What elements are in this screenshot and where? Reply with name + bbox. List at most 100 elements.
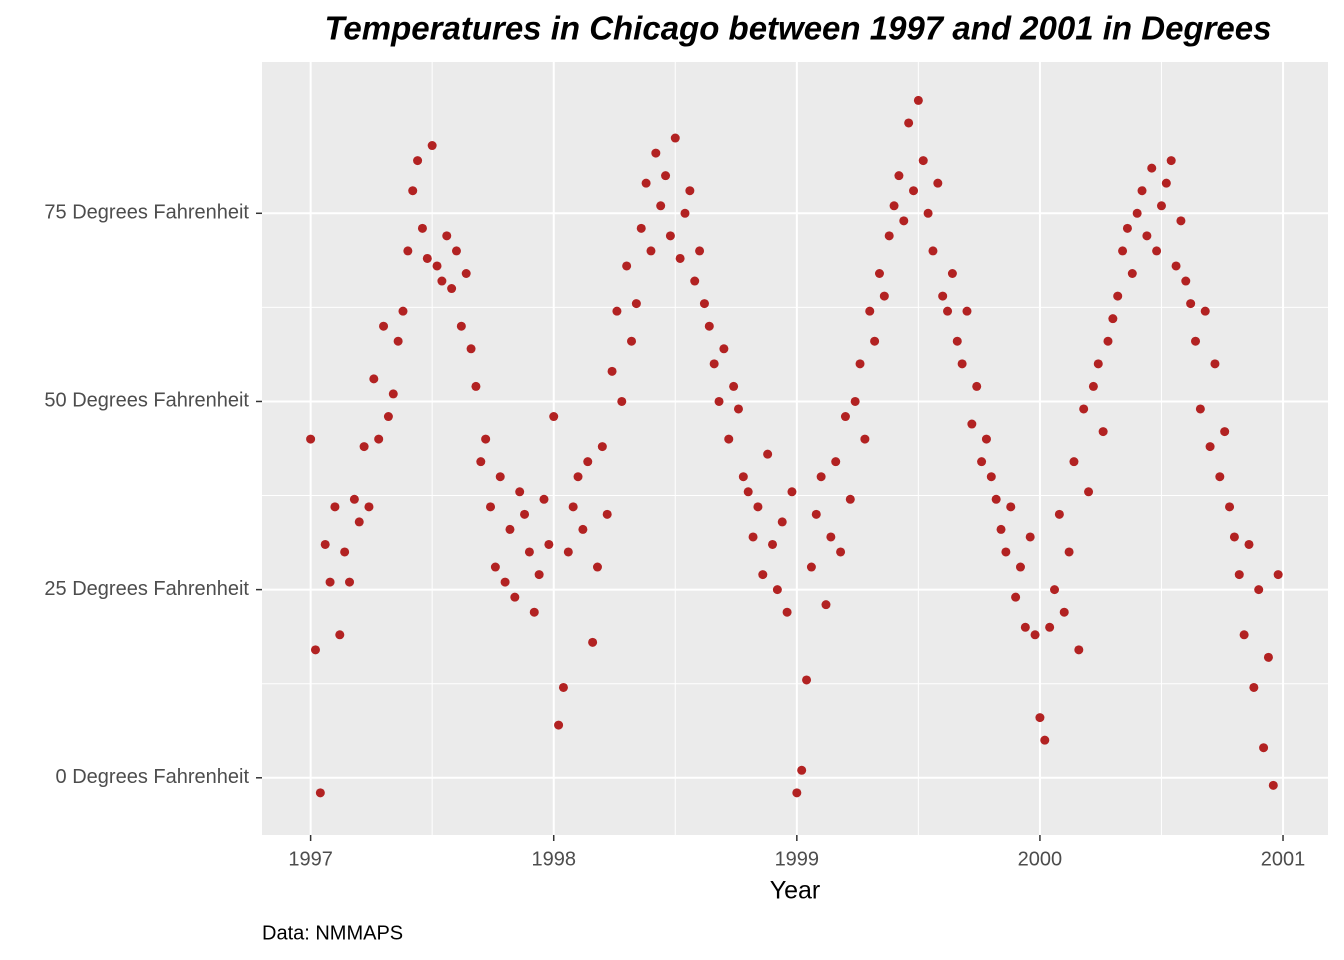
point [1011,592,1021,602]
point [685,186,695,196]
point [670,133,680,143]
point [1166,156,1176,166]
point [1093,359,1103,369]
point [1254,585,1264,595]
point [1127,269,1137,279]
point [437,276,447,286]
point [860,434,870,444]
point [1210,359,1220,369]
point [962,306,972,316]
point [563,547,573,557]
point [471,381,481,391]
point [748,532,758,542]
point [558,682,568,692]
point [369,374,379,384]
point [787,487,797,497]
point [768,539,778,549]
point [1220,427,1230,437]
point [349,494,359,504]
point [1152,246,1162,256]
point [544,539,554,549]
point [1176,216,1186,226]
point [315,788,325,798]
point [510,592,520,602]
point [1259,743,1269,753]
point [855,359,865,369]
x-tick-label: 1997 [288,848,333,870]
point [1098,427,1108,437]
point [427,141,437,151]
point [627,336,637,346]
point [1064,547,1074,557]
point [656,201,666,211]
point [359,442,369,452]
point [534,570,544,580]
point [554,720,564,730]
point [568,502,578,512]
point [1215,472,1225,482]
point [753,502,763,512]
point [938,291,948,301]
point [933,178,943,188]
point [408,186,418,196]
point [806,562,816,572]
point [422,253,432,263]
point [894,171,904,181]
point [583,457,593,467]
point [826,532,836,542]
point [500,577,510,587]
point [1244,539,1254,549]
point [451,246,461,256]
point [573,472,583,482]
point [714,396,724,406]
point [1025,532,1035,542]
point [947,269,957,279]
point [602,509,612,519]
point [398,306,408,316]
point [1268,780,1278,790]
point [383,412,393,422]
point [996,524,1006,534]
point [486,502,496,512]
point [388,389,398,399]
chart-title: Temperatures in Chicago between 1997 and… [325,10,1272,47]
point [549,412,559,422]
point [1118,246,1128,256]
point [505,524,515,534]
point [1084,487,1094,497]
point [1191,336,1201,346]
point [704,321,714,331]
point [1020,622,1030,632]
point [1050,585,1060,595]
point [466,344,476,354]
point [763,449,773,459]
points [306,95,1283,798]
point [631,299,641,309]
point [1103,336,1113,346]
x-axis-title: Year [770,877,821,905]
point [777,517,787,527]
point [393,336,403,346]
point [641,178,651,188]
point [1147,163,1157,173]
point [636,223,646,233]
point [374,434,384,444]
point [1015,562,1025,572]
point [811,509,821,519]
point [442,231,452,241]
point [1122,223,1132,233]
point [1030,630,1040,640]
x-tick-label: 2001 [1261,848,1306,870]
point [836,547,846,557]
point [680,208,690,218]
point [1045,622,1055,632]
point [870,336,880,346]
point [733,404,743,414]
point [646,246,656,256]
point [495,472,505,482]
point [1234,570,1244,580]
point [1171,261,1181,271]
point [622,261,632,271]
point [782,607,792,617]
point [1035,713,1045,723]
